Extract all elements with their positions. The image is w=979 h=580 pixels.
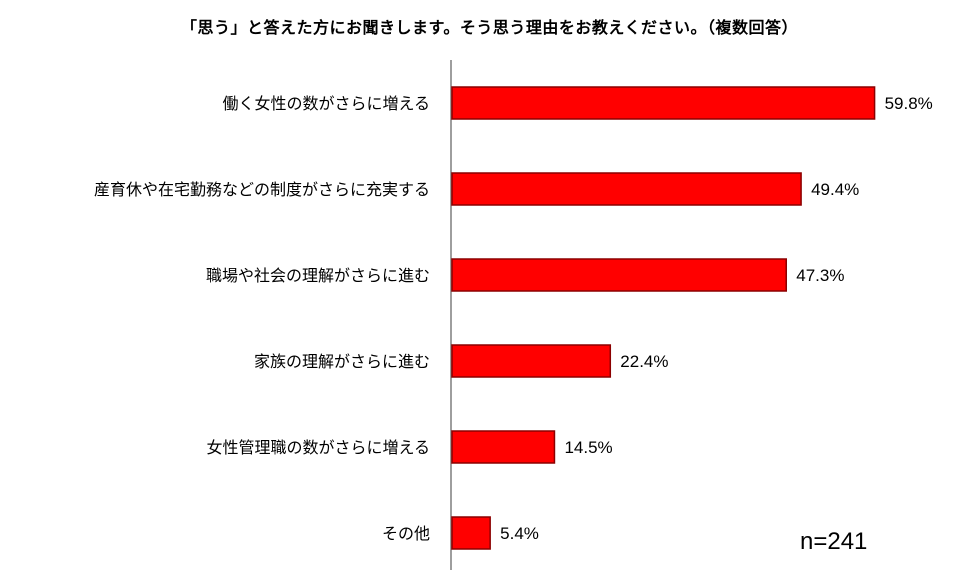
data-label: 59.8%	[885, 94, 933, 113]
category-label: 職場や社会の理解がさらに進む	[206, 266, 430, 285]
bar	[451, 344, 612, 378]
bar	[451, 516, 491, 550]
bar	[451, 258, 788, 292]
bar	[451, 86, 876, 120]
category-label: 女性管理職の数がさらに増える	[206, 438, 430, 457]
category-label: その他	[382, 524, 430, 543]
category-label: 産育休や在宅勤務などの制度がさらに充実する	[94, 180, 430, 199]
chart-title: 「思う」と答えた方にお聞きします。そう思う理由をお教えください。（複数回答）	[181, 18, 798, 37]
sample-size-label: n=241	[800, 528, 868, 555]
data-label: 47.3%	[796, 266, 844, 285]
category-label: 働く女性の数がさらに増える	[222, 94, 430, 113]
bar	[451, 430, 556, 464]
bar	[451, 172, 802, 206]
category-label: 家族の理解がさらに進む	[254, 352, 430, 371]
data-label: 22.4%	[620, 352, 668, 371]
data-label: 5.4%	[500, 524, 539, 543]
data-label: 14.5%	[564, 438, 612, 457]
data-label: 49.4%	[811, 180, 859, 199]
